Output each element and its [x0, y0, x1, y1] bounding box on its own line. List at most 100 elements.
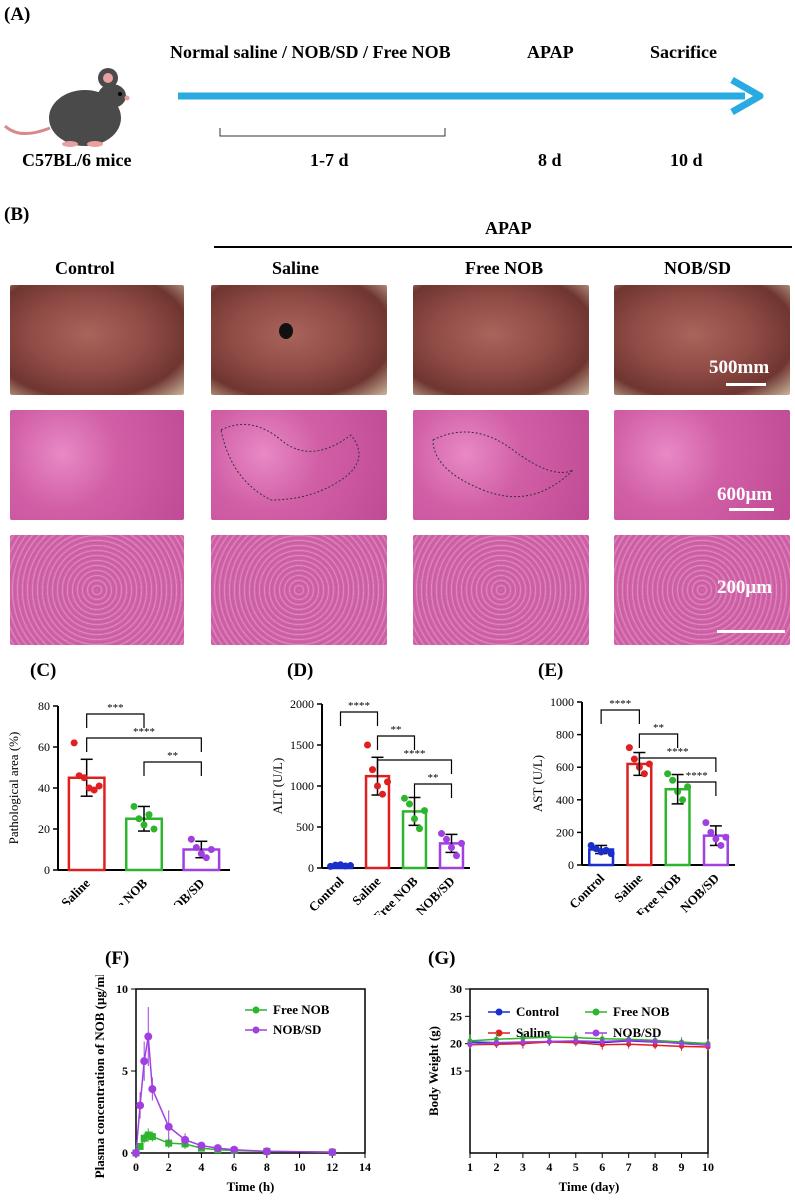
column-free-nob: Free NOB — [465, 258, 544, 278]
x-tick-label: Saline — [611, 870, 646, 905]
legend-marker — [252, 1006, 260, 1014]
data-point — [136, 1101, 145, 1110]
data-point — [144, 1131, 152, 1139]
data-point — [136, 1142, 144, 1150]
x-tick-label: Control — [566, 870, 607, 911]
significance-label: **** — [667, 746, 689, 758]
data-point — [401, 794, 408, 802]
y-tick-label: 80 — [38, 699, 50, 713]
panel-d-letter: (D) — [287, 660, 314, 681]
data-point — [602, 846, 610, 854]
y-tick-label: 1500 — [290, 738, 314, 752]
significance-label: ** — [653, 722, 664, 734]
x-tick-label: Control — [306, 873, 347, 914]
y-tick-label: 20 — [38, 822, 50, 836]
data-point — [197, 1141, 206, 1150]
data-point — [438, 830, 445, 838]
timeline-arrow — [178, 76, 764, 116]
data-point — [664, 770, 672, 778]
y-tick-label: 60 — [38, 740, 50, 754]
data-point — [645, 760, 653, 768]
y-tick-label: 0 — [122, 1146, 128, 1160]
sacrifice-label: Sacrifice — [650, 42, 717, 62]
panel-e-letter: (E) — [538, 660, 564, 681]
y-tick-label: 15 — [450, 1064, 462, 1078]
significance-bracket — [143, 761, 202, 776]
significance-bracket — [638, 757, 717, 772]
x-tick-label: 8 — [264, 1160, 270, 1174]
y-tick-label: 5 — [122, 1064, 128, 1078]
x-tick-label: 6 — [231, 1160, 237, 1174]
data-point — [95, 782, 103, 790]
significance-bracket — [339, 711, 379, 726]
data-point — [192, 843, 200, 851]
significance-bracket — [86, 713, 145, 728]
significance-label: ** — [167, 750, 178, 762]
y-tick-label: 0 — [308, 861, 314, 875]
significance-bracket — [677, 781, 717, 796]
y-tick-label: 30 — [450, 982, 462, 996]
data-point — [587, 841, 595, 849]
data-point — [520, 1039, 526, 1045]
data-point — [262, 1147, 271, 1156]
column-control: Control — [55, 258, 115, 278]
data-point — [364, 741, 371, 749]
data-point — [140, 821, 148, 829]
data-point — [332, 861, 339, 869]
panel-g-letter: (G) — [428, 948, 456, 969]
data-point — [573, 1038, 579, 1044]
treatment-label: Normal saline / NOB/SD / Free NOB — [170, 42, 451, 62]
legend-label: NOB/SD — [613, 1025, 661, 1040]
x-tick-label: 3 — [520, 1160, 526, 1174]
data-point — [187, 835, 195, 843]
scalebar-label-2: 600μm — [717, 484, 773, 505]
significance-label: **** — [348, 700, 370, 712]
data-point — [630, 755, 638, 763]
apap-header-line — [214, 246, 792, 248]
y-axis-label: AST (U/L) — [530, 755, 545, 812]
data-point — [707, 828, 715, 836]
apap-label: APAP — [527, 42, 574, 62]
y-tick-label: 1000 — [550, 695, 574, 709]
y-tick-label: 200 — [556, 825, 574, 839]
data-point — [625, 744, 633, 752]
data-point — [328, 1148, 337, 1157]
data-point — [467, 1041, 473, 1047]
scalebar-1 — [726, 383, 766, 386]
x-tick-label: NOB/SD — [677, 871, 722, 915]
x-tick-label: NOB/SD — [413, 874, 458, 915]
series-line-nob-sd — [469, 1039, 709, 1047]
scalebar-3 — [717, 630, 785, 633]
x-tick-label: 9 — [679, 1160, 685, 1174]
data-point — [712, 835, 720, 843]
data-point — [144, 1032, 153, 1041]
data-point — [148, 1133, 156, 1141]
x-tick-label: 4 — [198, 1160, 204, 1174]
data-point — [369, 766, 376, 774]
chart-plasma-concentration: 0 2 4 6 8 10 12 14 0 5 10 Time (h) Plasma concentrat… — [92, 975, 371, 1194]
days-bracket — [219, 128, 446, 137]
y-axis-label: Plasma concentration of NOB (μg/mL) — [92, 975, 107, 1178]
data-point — [607, 850, 615, 858]
data-point — [70, 739, 78, 747]
data-point — [132, 1149, 140, 1157]
he-low-saline — [211, 410, 387, 520]
data-point — [135, 815, 143, 823]
data-point — [592, 845, 600, 853]
x-tick-label: 2 — [493, 1160, 499, 1174]
legend-marker — [495, 1029, 503, 1037]
y-axis-label: ALT (U/L) — [270, 758, 285, 815]
data-point — [448, 844, 455, 851]
x-tick-label: Free NOB — [100, 875, 151, 905]
mouse-icon — [3, 68, 130, 147]
data-point — [669, 776, 677, 784]
data-point — [90, 786, 98, 794]
panel-c-letter: (C) — [30, 660, 57, 681]
y-tick-label: 1000 — [290, 779, 314, 793]
legend-label: Free NOB — [273, 1002, 330, 1017]
data-point — [722, 833, 730, 841]
significance-bracket — [376, 759, 453, 774]
scalebar-2 — [729, 508, 774, 511]
data-point — [130, 802, 138, 810]
